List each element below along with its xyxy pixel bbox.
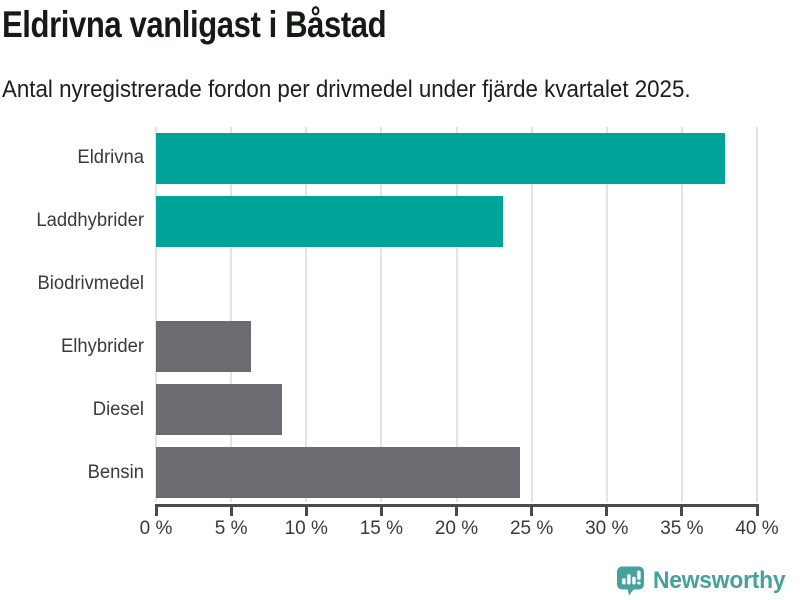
chart-title: Eldrivna vanligast i Båstad bbox=[2, 4, 387, 45]
x-axis-tick-label: 0 % bbox=[139, 518, 173, 539]
gridline bbox=[305, 127, 308, 502]
gridline bbox=[455, 127, 458, 502]
brand-footer: Newsworthy bbox=[615, 565, 792, 596]
x-axis-tick-label: 20 % bbox=[434, 518, 479, 539]
category-label: Diesel bbox=[92, 398, 144, 420]
gridline bbox=[530, 127, 533, 502]
x-axis-tick-label: 35 % bbox=[660, 518, 704, 539]
gridline bbox=[155, 127, 157, 502]
x-axis-tick-label: 5 % bbox=[214, 518, 248, 539]
category-label: Eldrivna bbox=[77, 147, 144, 169]
x-axis-tick bbox=[680, 507, 684, 516]
category-label: Elhybrider bbox=[61, 335, 144, 357]
gridline bbox=[605, 127, 608, 502]
bar bbox=[156, 384, 283, 436]
category-label: Bensin bbox=[87, 461, 144, 483]
category-label: Laddhybrider bbox=[36, 210, 144, 232]
x-axis-tick bbox=[304, 507, 308, 516]
gridline bbox=[756, 127, 758, 502]
brand-name: Newsworthy bbox=[652, 566, 786, 594]
bar bbox=[156, 321, 251, 373]
gridline bbox=[230, 127, 233, 502]
newsworthy-logo-icon bbox=[616, 566, 644, 596]
bar bbox=[156, 447, 520, 499]
x-axis-tick-label: 25 % bbox=[509, 518, 554, 539]
x-axis-tick bbox=[455, 507, 458, 516]
gridline bbox=[680, 127, 683, 502]
x-axis-tick-label: 15 % bbox=[359, 518, 404, 539]
chart-subtitle: Antal nyregistrerade fordon per drivmede… bbox=[2, 76, 691, 103]
x-axis-tick bbox=[605, 507, 609, 516]
x-axis-tick bbox=[530, 507, 534, 516]
x-axis-tick-label: 40 % bbox=[735, 518, 779, 539]
gridline bbox=[380, 127, 383, 502]
x-axis-tick bbox=[229, 507, 233, 516]
x-axis-tick-label: 30 % bbox=[585, 518, 629, 539]
x-axis-line bbox=[154, 504, 759, 507]
bar bbox=[156, 195, 504, 247]
bar bbox=[156, 132, 726, 184]
x-axis-tick-label: 10 % bbox=[284, 518, 328, 539]
x-axis-tick bbox=[154, 507, 158, 516]
x-axis-tick bbox=[379, 507, 383, 516]
category-label: Biodrivmedel bbox=[37, 273, 144, 295]
x-axis-tick bbox=[755, 507, 759, 516]
